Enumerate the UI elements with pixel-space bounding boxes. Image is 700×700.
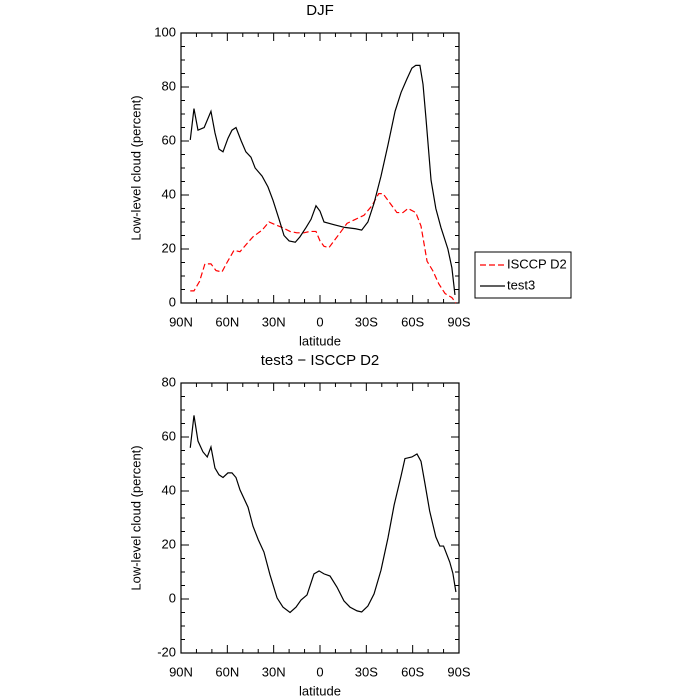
plot-frame bbox=[180, 32, 460, 304]
y-tick-label: 0 bbox=[169, 294, 176, 309]
y-tick-label: 40 bbox=[162, 186, 176, 201]
y-tick-label: 40 bbox=[162, 482, 176, 497]
y-axis-label: Low-level cloud (percent) bbox=[128, 95, 143, 240]
x-tick-label: 90N bbox=[169, 314, 193, 329]
x-tick-label: 60N bbox=[215, 314, 239, 329]
data-line bbox=[189, 64, 456, 295]
y-tick-label: 0 bbox=[169, 590, 176, 605]
x-tick-label: 60N bbox=[215, 664, 239, 679]
y-tick-label: 80 bbox=[162, 78, 176, 93]
legend-label: ISCCP D2 bbox=[507, 256, 567, 271]
x-tick-label: 60S bbox=[401, 314, 424, 329]
y-tick-label: 20 bbox=[162, 240, 176, 255]
x-tick-label: 30S bbox=[355, 664, 378, 679]
y-tick-label: 100 bbox=[154, 24, 176, 39]
x-tick-label: 30N bbox=[262, 314, 286, 329]
y-tick-label: 80 bbox=[162, 374, 176, 389]
x-tick-label: 90S bbox=[447, 314, 470, 329]
y-tick-label: -20 bbox=[157, 644, 176, 659]
x-tick-label: 90N bbox=[169, 664, 193, 679]
x-tick-label: 0 bbox=[316, 664, 323, 679]
x-tick-label: 30S bbox=[355, 314, 378, 329]
y-tick-label: 20 bbox=[162, 536, 176, 551]
data-line bbox=[190, 193, 457, 304]
legend-label: test3 bbox=[507, 277, 535, 292]
y-tick-label: 60 bbox=[162, 132, 176, 147]
x-tick-label: 0 bbox=[316, 314, 323, 329]
y-axis-label: Low-level cloud (percent) bbox=[128, 445, 143, 590]
y-tick-label: 60 bbox=[162, 428, 176, 443]
plot-frame bbox=[180, 382, 460, 654]
x-axis-label: latitude bbox=[299, 683, 341, 698]
chart-title: DJF bbox=[306, 2, 334, 19]
legend-box bbox=[474, 251, 572, 299]
x-axis-label: latitude bbox=[299, 333, 341, 348]
x-tick-label: 90S bbox=[447, 664, 470, 679]
data-line bbox=[189, 415, 457, 614]
x-tick-label: 30N bbox=[262, 664, 286, 679]
chart-title: test3 − ISCCP D2 bbox=[261, 352, 380, 369]
x-tick-label: 60S bbox=[401, 664, 424, 679]
